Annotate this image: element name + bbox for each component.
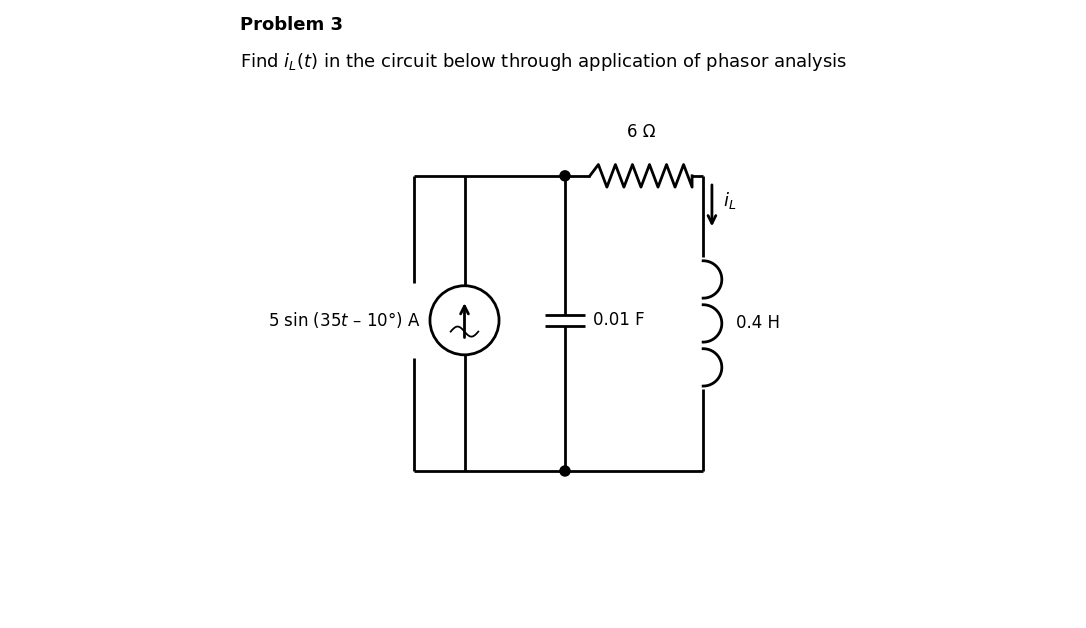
Text: 5 sin (35$t$ – 10°) A: 5 sin (35$t$ – 10°) A: [268, 310, 420, 330]
Text: 0.01 F: 0.01 F: [593, 311, 644, 329]
Text: $i_L$: $i_L$: [723, 190, 736, 211]
Circle shape: [560, 171, 570, 181]
Text: Problem 3: Problem 3: [240, 16, 343, 34]
Circle shape: [560, 466, 570, 476]
Text: 0.4 H: 0.4 H: [735, 315, 780, 332]
Text: Find $i_L(t)$ in the circuit below through application of phasor analysis: Find $i_L(t)$ in the circuit below throu…: [240, 51, 847, 73]
Text: 6 Ω: 6 Ω: [627, 122, 655, 141]
